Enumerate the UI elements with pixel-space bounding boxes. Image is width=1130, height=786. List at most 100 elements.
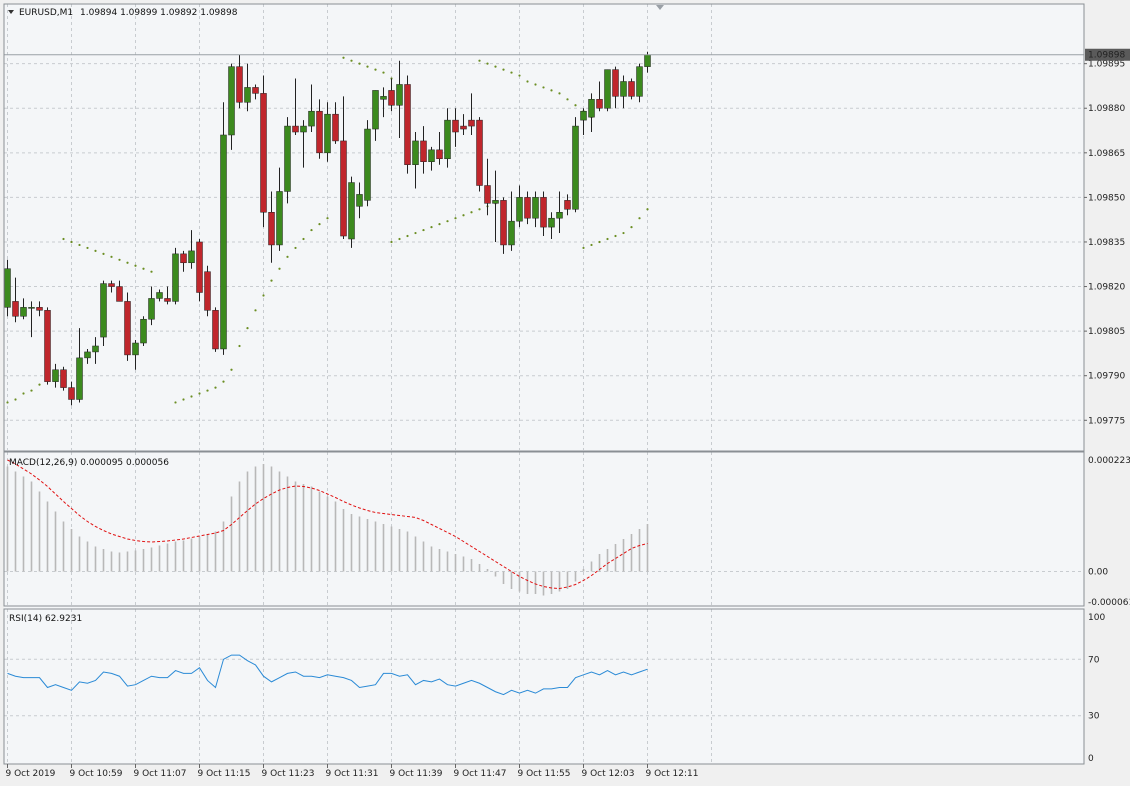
candle <box>420 126 427 174</box>
bull-candle-body <box>76 357 83 400</box>
bear-candle-body <box>236 66 243 103</box>
candle <box>356 182 363 219</box>
sar-dot <box>174 401 177 404</box>
bull-candle-body <box>380 96 387 100</box>
price-tick-label: 1.09805 <box>1088 327 1125 337</box>
candle <box>180 250 187 272</box>
current-price-label: 1.09898 <box>1088 51 1125 61</box>
bear-candle-body <box>420 140 427 162</box>
candle <box>444 108 451 168</box>
candle <box>548 212 555 239</box>
candle <box>468 93 475 135</box>
candle <box>156 289 163 302</box>
bull-candle-body <box>244 87 251 103</box>
price-pane[interactable] <box>4 51 1084 406</box>
candle <box>52 363 59 388</box>
sar-dot <box>230 368 233 371</box>
bear-candle-body <box>196 241 203 293</box>
sar-dot <box>454 217 457 220</box>
bull-candle-body <box>132 342 139 356</box>
rsi-tick-label: 30 <box>1088 712 1100 722</box>
bull-candle-body <box>308 110 315 127</box>
sar-dot <box>38 383 41 386</box>
macd-axis: 0.000223 0.00 -0.000061 <box>1088 456 1130 608</box>
sar-dot <box>134 264 137 267</box>
candle <box>476 117 483 192</box>
bear-candle-body <box>612 69 619 97</box>
bull-candle-body <box>508 220 515 246</box>
time-tick-label: 9 Oct 11:23 <box>262 769 315 779</box>
bear-candle-body <box>540 197 547 228</box>
candle <box>524 191 531 225</box>
time-axis[interactable]: 9 Oct 2019 9 Oct 10:59 9 Oct 11:07 9 Oct 11… <box>6 764 699 779</box>
candle <box>116 280 123 302</box>
rsi-title: RSI(14) 62.9231 <box>9 614 82 624</box>
sar-dot <box>438 223 441 226</box>
bear-candle-body <box>340 140 347 237</box>
bear-candle-body <box>460 125 467 130</box>
sar-dot <box>246 327 249 330</box>
sar-dot <box>262 294 265 297</box>
sar-dot <box>182 398 185 401</box>
candle <box>196 239 203 302</box>
candle <box>388 78 395 112</box>
candle <box>460 114 467 135</box>
candle <box>60 366 67 391</box>
pane-borders <box>3 3 1085 765</box>
candle <box>572 117 579 213</box>
ohlc-values: 1.09894 1.09899 1.09892 1.09898 <box>80 8 238 18</box>
bear-candle-body <box>292 125 299 133</box>
sar-dot <box>102 252 105 255</box>
bear-candle-body <box>108 283 115 287</box>
sar-dot <box>14 398 17 401</box>
sar-dot <box>398 237 401 241</box>
bear-candle-body <box>436 149 443 160</box>
candle <box>492 170 499 242</box>
candle <box>244 63 251 112</box>
bull-candle-body <box>532 197 539 219</box>
chart-shift-marker-icon[interactable] <box>656 5 664 10</box>
parabolic-sar <box>6 56 649 404</box>
candle <box>164 286 171 305</box>
sar-dot <box>414 231 417 235</box>
bear-candle-body <box>316 110 323 154</box>
sar-dot <box>542 86 545 89</box>
bear-candle-body <box>204 271 211 311</box>
bear-candle-body <box>164 298 171 302</box>
candle <box>84 348 91 364</box>
candle <box>276 167 283 251</box>
rsi-tick-label: 100 <box>1088 613 1105 623</box>
sar-dot <box>62 237 65 241</box>
candle <box>236 54 243 109</box>
bull-candle-body <box>428 149 435 162</box>
candle <box>308 84 315 133</box>
macd-pane[interactable] <box>6 459 649 596</box>
bull-candle-body <box>364 128 371 201</box>
candle <box>108 280 115 293</box>
sar-dot <box>406 234 409 238</box>
plot-background <box>4 4 1084 764</box>
bear-candle-body <box>36 307 43 311</box>
candle <box>380 87 387 118</box>
bear-candle-body <box>212 310 219 350</box>
bull-candle-body <box>372 90 379 130</box>
macd-tick-label: -0.000061 <box>1088 598 1130 608</box>
bear-candle-body <box>524 197 531 219</box>
bear-candle-body <box>260 93 267 213</box>
triangle-down-icon[interactable] <box>8 10 14 14</box>
bear-candle-body <box>628 81 635 97</box>
macd-tick-label: 0.00 <box>1088 568 1108 578</box>
bear-candle-body <box>124 301 131 356</box>
sar-dot <box>198 392 201 395</box>
rsi-pane[interactable] <box>7 654 648 696</box>
sar-dot <box>446 220 449 223</box>
candle <box>372 90 379 141</box>
candle <box>324 102 331 162</box>
price-tick-label: 1.09790 <box>1088 372 1125 382</box>
bull-candle-body <box>156 292 163 299</box>
price-axis[interactable]: 1.09895 1.09880 1.09865 1.09850 1.09835 1.098… <box>1084 60 1125 427</box>
candle <box>612 66 619 109</box>
candle <box>540 191 547 237</box>
